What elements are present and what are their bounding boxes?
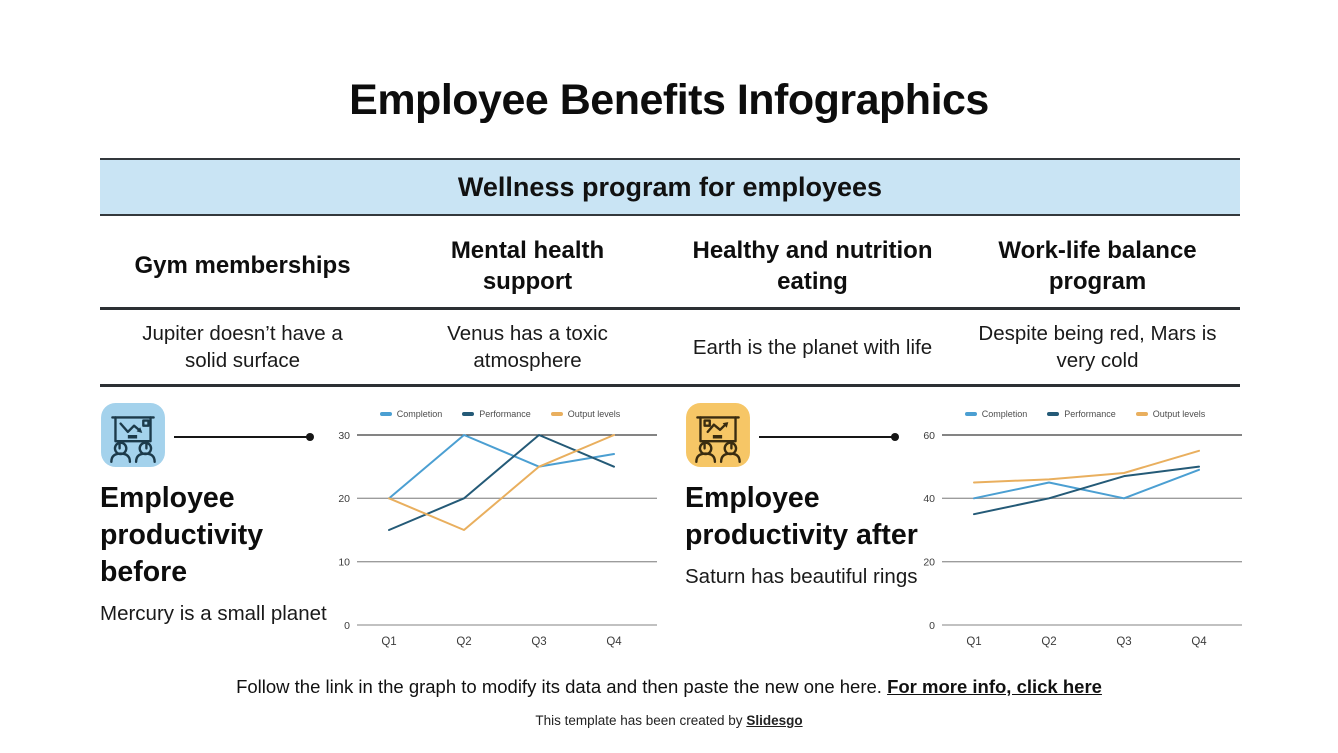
column-description-nutrition: Earth is the planet with life [692,335,933,359]
y-tick-label: 0 [929,620,935,632]
footer-note-text: Follow the link in the graph to modify i… [236,676,882,697]
table-header-band: Wellness program for employees [100,158,1240,216]
x-tick-label: Q3 [531,636,546,648]
series-line-completion [973,468,1200,500]
column-heading-work-life: Work-life balance program [998,236,1197,295]
after-text-block: Employee productivity after Saturn has b… [685,480,920,590]
x-tick-label: Q2 [1041,636,1056,648]
divider [100,384,1240,387]
legend-label: Output levels [1152,409,1206,419]
legend-swatch-icon [1135,412,1148,416]
line-chart-before[interactable]: Completion Performance Output levels 0 10 20… [332,406,668,656]
x-tick-label: Q4 [1191,636,1207,648]
legend-swatch-icon [462,412,475,416]
column-description-mental-health: Venus has a toxic atmosphere [447,322,608,372]
connector-line [759,436,893,438]
column-headers-row: Gym memberships Mental health support He… [100,226,1240,306]
y-tick-label: 0 [344,620,350,632]
chart-legend: Completion Performance Output levels [332,406,668,422]
legend-swatch-icon [1047,412,1060,416]
section-subtitle: Mercury is a small planet [100,602,327,626]
legend-item: Completion [379,409,443,419]
connector-dot [306,433,314,441]
y-tick-label: 20 [338,493,350,505]
productivity-after-section: Completion Performance Output levels 0 20 40… [685,402,1253,658]
column-heading-gym: Gym memberships [134,252,351,280]
section-title: Employee productivity before [100,482,264,589]
series-line-output-levels [388,434,615,531]
x-tick-label: Q2 [456,636,471,648]
legend-swatch-icon [550,412,563,416]
series-line-performance [973,465,1200,516]
column-description-work-life: Despite being red, Mars is very cold [978,322,1217,372]
legend-label: Performance [1064,409,1116,419]
y-tick-label: 20 [923,556,935,568]
divider [100,307,1240,310]
legend-item: Performance [1047,409,1116,419]
series-line-completion [388,434,615,500]
connector-dot [891,433,899,441]
presentation-rising-chart-icon [685,402,751,468]
column-description-gym: Jupiter doesn’t have a solid surface [142,322,343,372]
legend-item: Performance [462,409,531,419]
legend-item: Output levels [550,409,621,419]
y-tick-label: 60 [923,430,935,442]
column-heading-mental-health: Mental health support [450,236,605,295]
legend-item: Output levels [1135,409,1206,419]
connector [759,433,899,441]
page-title: Employee Benefits Infographics [349,76,989,124]
series-line-output-levels [973,449,1200,484]
chart-legend: Completion Performance Output levels [917,406,1253,422]
legend-label: Performance [479,409,531,419]
legend-label: Completion [396,409,443,419]
y-tick-label: 10 [338,556,350,568]
section-subtitle: Saturn has beautiful rings [685,565,918,589]
legend-label: Completion [981,409,1028,419]
slidesgo-link[interactable]: Slidesgo [746,713,803,728]
line-chart-after[interactable]: Completion Performance Output levels 0 20 40… [917,406,1253,656]
table-header-label: Wellness program for employees [457,171,883,202]
connector-line [174,436,308,438]
legend-swatch-icon [379,412,392,416]
section-title: Employee productivity after [685,482,918,552]
footer-credit: This template has been created by Slides… [0,713,1338,728]
presentation-declining-chart-icon [100,402,166,468]
legend-label: Output levels [567,409,621,419]
x-tick-label: Q4 [606,636,622,648]
productivity-before-section: Completion Performance Output levels 0 10 20… [100,402,668,658]
before-text-block: Employee productivity before Mercury is … [100,480,335,627]
footer-credit-text: This template has been created by [535,713,743,728]
footer-note: Follow the link in the graph to modify i… [0,676,1338,698]
x-tick-label: Q3 [1116,636,1131,648]
y-tick-label: 40 [923,493,935,505]
y-tick-label: 30 [338,430,350,442]
x-tick-label: Q1 [381,636,396,648]
legend-item: Completion [964,409,1028,419]
column-descriptions-row: Jupiter doesn’t have a solid surface Ven… [100,314,1240,382]
column-heading-nutrition: Healthy and nutrition eating [692,236,933,295]
connector [174,433,314,441]
legend-swatch-icon [964,412,977,416]
x-tick-label: Q1 [966,636,981,648]
more-info-link[interactable]: For more info, click here [887,676,1102,697]
